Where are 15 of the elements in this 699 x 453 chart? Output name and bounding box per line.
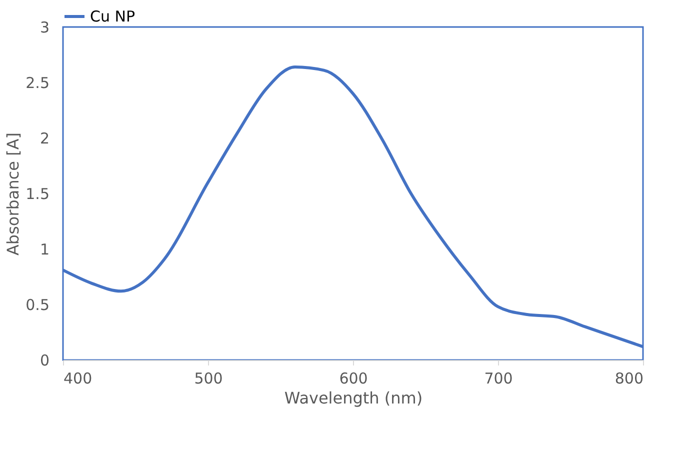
y-tick-label: 2	[40, 130, 50, 148]
y-tick-label: 0.5	[26, 296, 50, 314]
legend-label: Cu NP	[90, 8, 136, 26]
y-tick-label: 3	[40, 18, 50, 36]
y-tick-label: 1	[40, 240, 50, 258]
x-tick-label: 600	[339, 370, 368, 388]
y-tick-label: 0	[40, 352, 50, 370]
x-tick-label: 700	[484, 370, 513, 388]
y-tick-label: 1.5	[26, 185, 50, 203]
x-tick-label: 800	[614, 370, 644, 388]
x-tick-label: 500	[194, 370, 223, 388]
x-tick-label: 400	[64, 370, 92, 388]
y-tick-label: 2.5	[26, 74, 50, 92]
y-axis-title: Absorbance [A]	[4, 132, 23, 256]
x-axis-title: Wavelength (nm)	[284, 388, 423, 408]
